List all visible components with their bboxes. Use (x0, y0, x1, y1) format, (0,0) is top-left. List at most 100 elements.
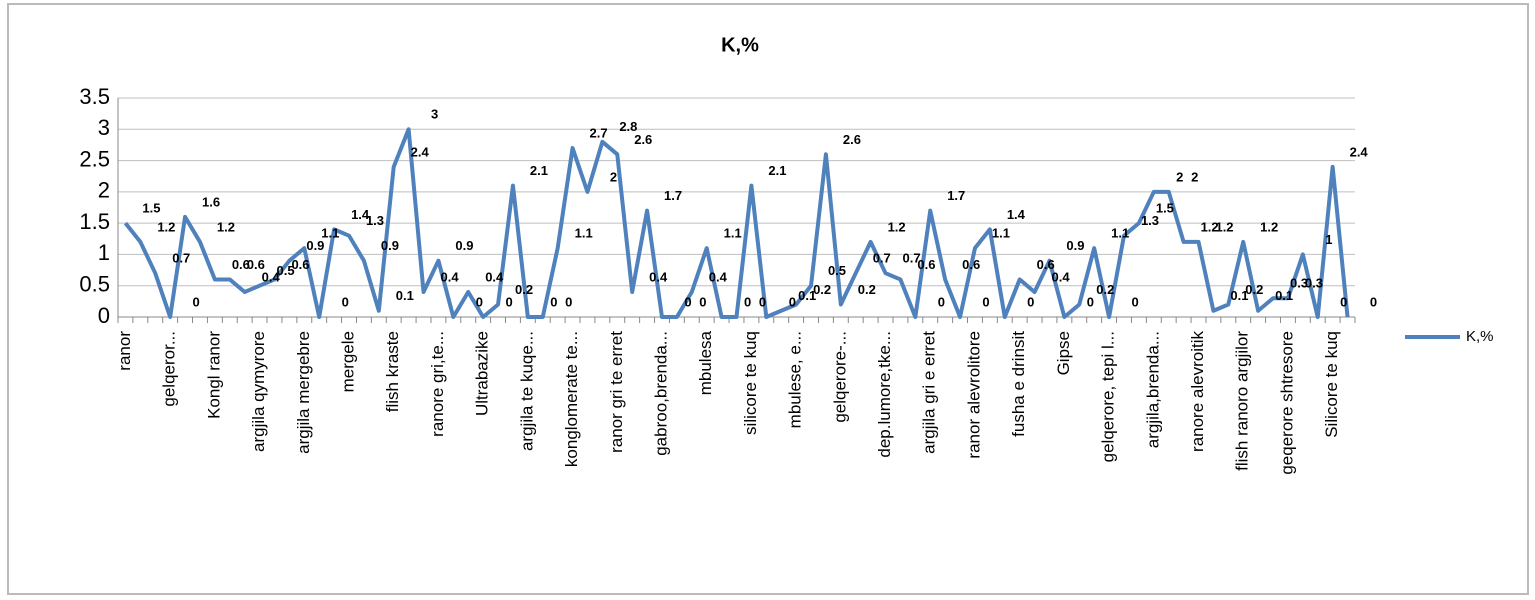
data-label: 1.1 (575, 226, 593, 241)
data-label: 0.4 (262, 269, 281, 284)
data-label: 1.2 (157, 219, 175, 234)
data-label: 0 (476, 294, 483, 309)
data-label: 0.6 (247, 257, 265, 272)
x-tick-label: gelqeror... (160, 331, 179, 407)
data-label: 0.7 (873, 251, 891, 266)
data-label: 0.4 (649, 269, 668, 284)
x-tick-label: ranor gri te erret (607, 331, 626, 453)
data-label: 0 (1027, 294, 1034, 309)
data-label: 0 (1131, 294, 1138, 309)
x-tick-label: Silicore te kuq (1322, 331, 1341, 438)
data-label: 1.1 (321, 226, 339, 241)
data-label: 0.1 (396, 288, 414, 303)
x-tick-label: silicore te kuq (741, 331, 760, 435)
data-label: 0 (789, 294, 796, 309)
x-tick-label: argjila qymyrore (249, 331, 268, 452)
y-tick-label: 2.5 (79, 146, 110, 171)
data-label: 2 (1191, 169, 1198, 184)
data-label: 0 (744, 294, 751, 309)
x-tick-label: argjila,brenda... (1143, 331, 1162, 448)
data-label: 0.3 (1290, 276, 1308, 291)
data-label: 2.6 (634, 132, 652, 147)
data-label: 1.2 (1215, 219, 1233, 234)
data-label: 1.2 (1260, 219, 1278, 234)
data-label: 0.1 (798, 288, 816, 303)
data-label: 0.6 (232, 257, 250, 272)
data-label: 0.1 (1275, 288, 1293, 303)
data-label: 1.2 (217, 219, 235, 234)
data-label: 0.2 (1245, 282, 1263, 297)
data-label: 0.6 (917, 257, 935, 272)
x-tick-label: geqerore shtresore (1277, 331, 1296, 475)
data-label: 2.8 (619, 119, 637, 134)
data-label: 0.2 (858, 282, 876, 297)
data-label: 2 (610, 169, 617, 184)
x-tick-label: ranor (115, 331, 134, 371)
x-tick-label: mbulesa (696, 330, 715, 395)
x-tick-label: ranor alevrolitore (964, 331, 983, 459)
data-label: 0.6 (1037, 257, 1055, 272)
data-label: 2.1 (768, 163, 786, 178)
x-tick-label: Gipse (1054, 331, 1073, 375)
data-label: 1 (1325, 232, 1332, 247)
data-label: 0 (1087, 294, 1094, 309)
data-label: 0 (684, 294, 691, 309)
data-label: 0.2 (515, 282, 533, 297)
x-tick-label: dep.lumore,tke... (875, 331, 894, 458)
data-label: 1.2 (888, 219, 906, 234)
data-label: 0.2 (813, 282, 831, 297)
data-label: 1.3 (1141, 213, 1159, 228)
data-label: 1.7 (664, 188, 682, 203)
data-label: 0.3 (1305, 276, 1323, 291)
data-label: 0.4 (1052, 269, 1071, 284)
x-tick-label: gelqerore-... (830, 331, 849, 423)
data-label: 0.2 (1096, 282, 1114, 297)
x-tick-label: Ultrabazike (473, 331, 492, 416)
data-label: 1.1 (992, 226, 1010, 241)
data-label: 0 (1370, 294, 1377, 309)
data-label: 1.1 (724, 226, 742, 241)
line-series (123, 127, 1350, 319)
data-label: 0.4 (709, 269, 728, 284)
y-tick-label: 2 (98, 178, 110, 203)
data-label: 2.1 (530, 163, 548, 178)
chart-frame (7, 3, 1529, 595)
data-label: 0.1 (1230, 288, 1248, 303)
x-tick-label: mergele (338, 331, 357, 392)
data-label: 0 (699, 294, 706, 309)
x-tick-label: flish ranoro argjilor (1233, 331, 1252, 471)
data-label: 0.7 (902, 251, 920, 266)
data-label: 0 (565, 294, 572, 309)
data-label: 0.6 (962, 257, 980, 272)
y-tick-label: 1 (98, 240, 110, 265)
data-label: 0.4 (440, 269, 459, 284)
data-label: 0 (342, 294, 349, 309)
data-label: 2.7 (590, 125, 608, 140)
data-label: 0 (759, 294, 766, 309)
x-tick-label: Kongl ranor (204, 331, 223, 419)
data-label: 0 (506, 294, 513, 309)
data-label: 0 (193, 294, 200, 309)
data-label: 2 (1176, 169, 1183, 184)
y-tick-label: 0 (98, 303, 110, 328)
data-label: 2.6 (843, 132, 861, 147)
data-label: 0.6 (291, 257, 309, 272)
data-label: 2.4 (411, 144, 430, 159)
data-label: 1.1 (1111, 226, 1129, 241)
data-label: 1.3 (366, 213, 384, 228)
data-label: 3 (431, 107, 438, 122)
x-tick-label: flish kraste (383, 331, 402, 412)
y-tick-label: 3 (98, 115, 110, 140)
data-label: 0 (1340, 294, 1347, 309)
y-tick-label: 3.5 (79, 84, 110, 109)
x-tick-label: konglomerate te... (562, 331, 581, 467)
x-tick-label: ranore gri,te... (428, 331, 447, 437)
x-tick-label: gabroo,brenda... (651, 331, 670, 456)
y-tick-label: 0.5 (79, 272, 110, 297)
x-tick-label: mbulese, e... (786, 331, 805, 428)
data-label: 1.4 (1007, 207, 1026, 222)
x-tick-label: fusha e drinsit (1009, 331, 1028, 437)
data-label: 0.5 (277, 263, 295, 278)
data-label: 0.7 (172, 251, 190, 266)
